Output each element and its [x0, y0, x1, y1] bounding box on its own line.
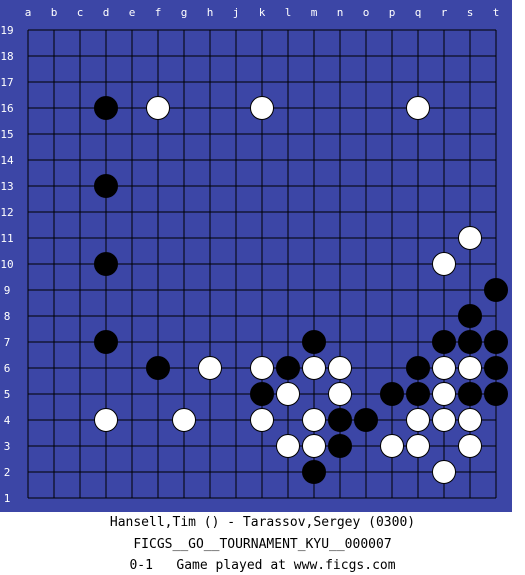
column-label-h: h — [207, 6, 214, 19]
row-label-16: 16 — [0, 102, 13, 115]
black-stone-s8 — [458, 304, 482, 328]
white-stone-k4 — [250, 408, 274, 432]
row-label-19: 19 — [0, 24, 13, 37]
white-stone-d4 — [94, 408, 118, 432]
go-board-canvas: a b c d e f g h j k l m n o p q r s t191817161514131211109… — [0, 6, 508, 505]
players-line: Hansell,Tim () - Tarassov,Sergey (0300) — [109, 515, 416, 530]
white-stone-s6 — [458, 356, 482, 380]
black-stone-d13 — [94, 174, 118, 198]
white-stone-n5 — [328, 382, 352, 406]
column-label-g: g — [181, 6, 188, 19]
column-label-p: p — [389, 6, 396, 19]
black-stone-k5 — [250, 382, 274, 406]
white-stone-k6 — [250, 356, 274, 380]
column-label-k: k — [259, 6, 266, 19]
white-stone-h6 — [198, 356, 222, 380]
row-label-10: 10 — [0, 258, 13, 271]
white-stone-q4 — [406, 408, 430, 432]
white-stone-m3 — [302, 434, 326, 458]
white-stone-g4 — [172, 408, 196, 432]
white-stone-q3 — [406, 434, 430, 458]
white-stone-m6 — [302, 356, 326, 380]
black-stone-f6 — [146, 356, 170, 380]
row-label-1: 1 — [4, 492, 11, 505]
column-label-s: s — [467, 6, 474, 19]
row-label-4: 4 — [4, 414, 11, 427]
column-label-o: o — [363, 6, 370, 19]
black-stone-p5 — [380, 382, 404, 406]
white-stone-m4 — [302, 408, 326, 432]
row-label-17: 17 — [0, 76, 13, 89]
white-stone-s11 — [458, 226, 482, 250]
black-stone-n3 — [328, 434, 352, 458]
column-label-r: r — [441, 6, 448, 19]
row-label-11: 11 — [0, 232, 13, 245]
black-stone-d7 — [94, 330, 118, 354]
black-stone-d10 — [94, 252, 118, 276]
row-label-12: 12 — [0, 206, 13, 219]
column-label-q: q — [415, 6, 422, 19]
row-label-18: 18 — [0, 50, 13, 63]
column-label-j: j — [233, 6, 240, 19]
white-stone-n6 — [328, 356, 352, 380]
black-stone-s7 — [458, 330, 482, 354]
black-stone-t5 — [484, 382, 508, 406]
white-stone-r2 — [432, 460, 456, 484]
white-stone-q16 — [406, 96, 430, 120]
white-stone-l5 — [276, 382, 300, 406]
event-line: FICGS__GO__TOURNAMENT_KYU__000007 — [133, 537, 392, 552]
column-label-d: d — [103, 6, 110, 19]
white-stone-p3 — [380, 434, 404, 458]
white-stone-r4 — [432, 408, 456, 432]
black-stone-t9 — [484, 278, 508, 302]
white-stone-r10 — [432, 252, 456, 276]
row-label-6: 6 — [4, 362, 11, 375]
row-label-15: 15 — [0, 128, 13, 141]
row-label-5: 5 — [4, 388, 11, 401]
white-stone-l3 — [276, 434, 300, 458]
black-stone-t7 — [484, 330, 508, 354]
black-stone-s5 — [458, 382, 482, 406]
row-label-14: 14 — [0, 154, 14, 167]
black-stone-q6 — [406, 356, 430, 380]
row-label-7: 7 — [4, 336, 11, 349]
column-label-f: f — [155, 6, 162, 19]
column-label-m: m — [311, 6, 318, 19]
row-label-2: 2 — [4, 466, 11, 479]
column-label-e: e — [129, 6, 136, 19]
white-stone-s3 — [458, 434, 482, 458]
white-stone-s4 — [458, 408, 482, 432]
result-line: 0-1 Game played at www.ficgs.com — [129, 558, 396, 573]
white-stone-f16 — [146, 96, 170, 120]
column-label-b: b — [51, 6, 58, 19]
white-stone-k16 — [250, 96, 274, 120]
column-label-t: t — [493, 6, 500, 19]
row-label-13: 13 — [0, 180, 13, 193]
black-stone-m2 — [302, 460, 326, 484]
black-stone-n4 — [328, 408, 352, 432]
row-label-3: 3 — [4, 440, 11, 453]
column-label-n: n — [337, 6, 344, 19]
black-stone-m7 — [302, 330, 326, 354]
black-stone-r7 — [432, 330, 456, 354]
white-stone-r5 — [432, 382, 456, 406]
white-stone-r6 — [432, 356, 456, 380]
row-label-9: 9 — [4, 284, 11, 297]
row-label-8: 8 — [4, 310, 11, 323]
black-stone-q5 — [406, 382, 430, 406]
column-label-c: c — [77, 6, 84, 19]
black-stone-t6 — [484, 356, 508, 380]
board-coordinates: a b c d e f g h j k l m n o p q r s t191817161514131211109… — [0, 6, 499, 505]
column-label-l: l — [285, 6, 292, 19]
black-stone-d16 — [94, 96, 118, 120]
black-stone-o4 — [354, 408, 378, 432]
black-stone-l6 — [276, 356, 300, 380]
board-stones — [94, 96, 508, 484]
column-label-a: a — [25, 6, 32, 19]
